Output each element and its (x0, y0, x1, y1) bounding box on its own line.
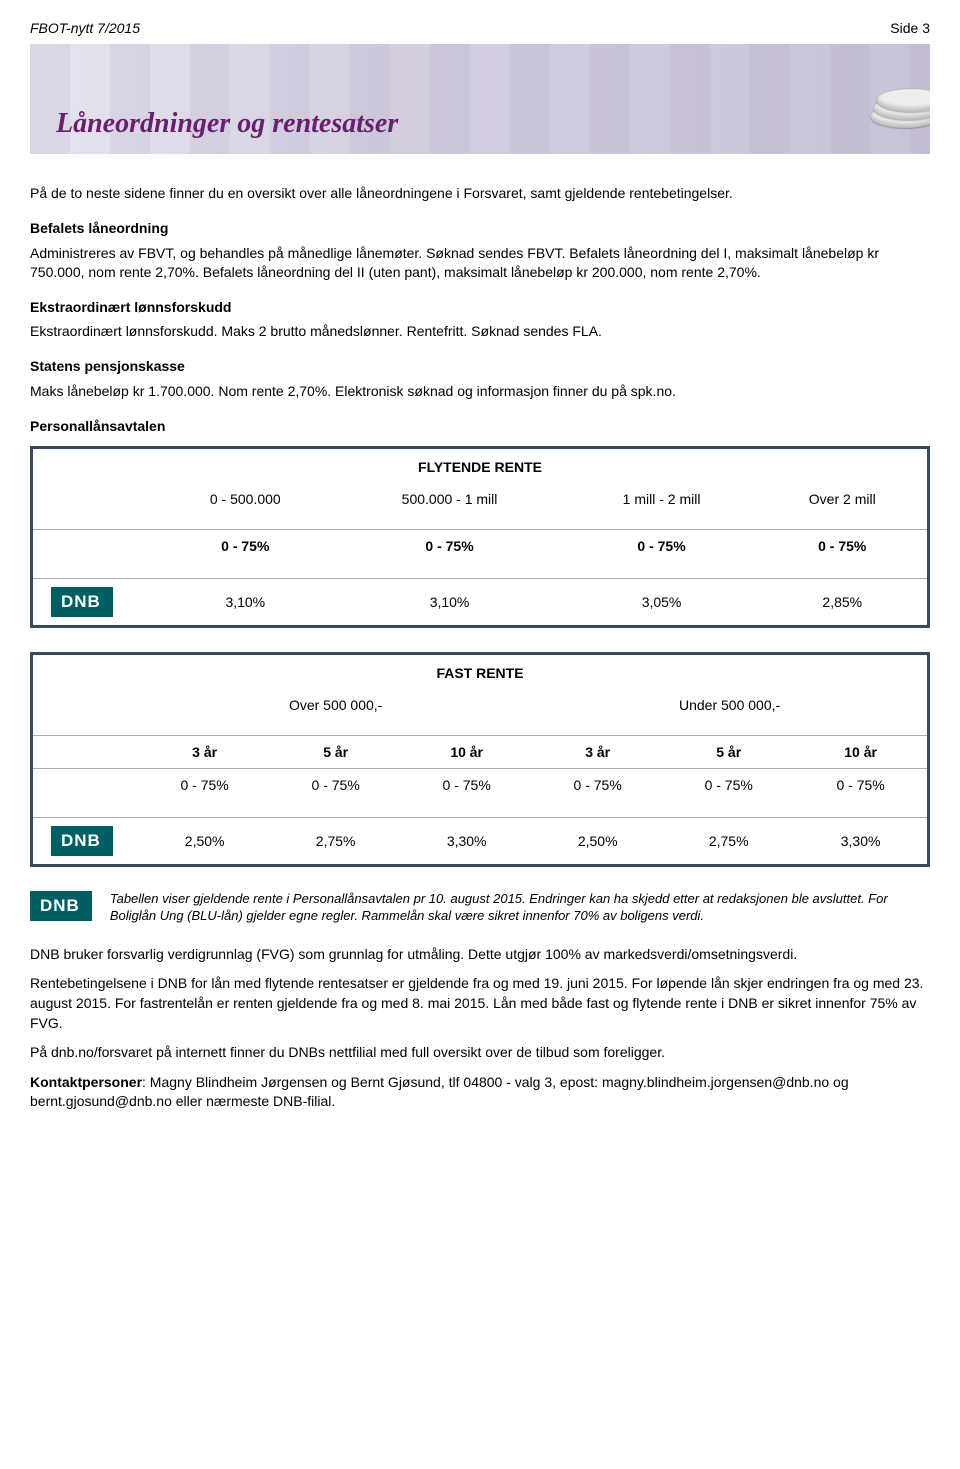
page-header: FBOT-nytt 7/2015 Side 3 (30, 20, 930, 36)
flytende-ltv-2: 0 - 75% (566, 530, 758, 563)
fast-rate-0: 2,50% (139, 818, 270, 866)
fast-term-5: 10 år (794, 736, 928, 769)
fast-rate-3: 2,50% (532, 818, 663, 866)
contact-label: Kontaktpersoner (30, 1074, 142, 1090)
fast-term-4: 5 år (663, 736, 794, 769)
footnote: DNB Tabellen viser gjeldende rente i Per… (30, 891, 930, 925)
fast-term-3: 3 år (532, 736, 663, 769)
bottom-p1: DNB bruker forsvarlig verdigrunnlag (FVG… (30, 945, 930, 965)
flytende-rate-0: 3,10% (157, 579, 333, 627)
banner-title: Låneordninger og rentesatser (56, 108, 398, 140)
fast-rate-2: 3,30% (401, 818, 532, 866)
intro-text: På de to neste sidene finner du en overs… (30, 184, 930, 203)
bottom-text: DNB bruker forsvarlig verdigrunnlag (FVG… (30, 945, 930, 1112)
content-body: På de to neste sidene finner du en overs… (30, 184, 930, 436)
flytende-rate-3: 2,85% (758, 579, 929, 627)
flytende-range-0: 0 - 500.000 (157, 485, 333, 513)
flytende-range-3: Over 2 mill (758, 485, 929, 513)
dnb-logo: DNB (30, 891, 92, 921)
section-ekstra-title: Ekstraordinært lønnsforskudd (30, 298, 930, 317)
fast-ltv-0: 0 - 75% (139, 769, 270, 802)
section-befalets-title: Befalets låneordning (30, 219, 930, 238)
section-personal-title: Personallånsavtalen (30, 417, 930, 436)
fast-ltv-5: 0 - 75% (794, 769, 928, 802)
flytende-range-1: 500.000 - 1 mill (334, 485, 566, 513)
header-left: FBOT-nytt 7/2015 (30, 20, 140, 36)
fast-table: FAST RENTE Over 500 000,- Under 500 000,… (30, 652, 930, 867)
fast-title: FAST RENTE (32, 654, 929, 692)
contact-text: : Magny Blindheim Jørgensen og Bernt Gjø… (30, 1074, 849, 1110)
dnb-logo: DNB (51, 826, 113, 856)
flytende-ltv-1: 0 - 75% (334, 530, 566, 563)
fast-ltv-4: 0 - 75% (663, 769, 794, 802)
fast-ltv-3: 0 - 75% (532, 769, 663, 802)
section-befalets-text: Administreres av FBVT, og behandles på m… (30, 244, 930, 282)
fast-term-0: 3 år (139, 736, 270, 769)
flytende-ltv-3: 0 - 75% (758, 530, 929, 563)
fast-rate-4: 2,75% (663, 818, 794, 866)
bottom-p3: På dnb.no/forsvaret på internett finner … (30, 1043, 930, 1063)
fast-ltv-1: 0 - 75% (270, 769, 401, 802)
flytende-table: FLYTENDE RENTE 0 - 500.000 500.000 - 1 m… (30, 446, 930, 628)
flytende-rate-1: 3,10% (334, 579, 566, 627)
fast-rate-1: 2,75% (270, 818, 401, 866)
section-spk-text: Maks lånebeløp kr 1.700.000. Nom rente 2… (30, 382, 930, 401)
banner: Låneordninger og rentesatser (30, 44, 930, 154)
bottom-p2: Rentebetingelsene i DNB for lån med flyt… (30, 974, 930, 1033)
fast-term-1: 5 år (270, 736, 401, 769)
fast-ltv-2: 0 - 75% (401, 769, 532, 802)
fast-group-1: Over 500 000,- (139, 691, 532, 719)
flytende-title: FLYTENDE RENTE (32, 448, 929, 486)
footnote-text: Tabellen viser gjeldende rente i Persona… (110, 891, 930, 925)
flytende-rate-2: 3,05% (566, 579, 758, 627)
flytende-ltv-0: 0 - 75% (157, 530, 333, 563)
bottom-p4: Kontaktpersoner: Magny Blindheim Jørgens… (30, 1073, 930, 1112)
fast-rate-5: 3,30% (794, 818, 928, 866)
section-spk-title: Statens pensjonskasse (30, 357, 930, 376)
header-right: Side 3 (890, 20, 930, 36)
fast-group-2: Under 500 000,- (532, 691, 928, 719)
dnb-logo: DNB (51, 587, 113, 617)
fast-term-2: 10 år (401, 736, 532, 769)
flytende-range-2: 1 mill - 2 mill (566, 485, 758, 513)
section-ekstra-text: Ekstraordinært lønnsforskudd. Maks 2 bru… (30, 322, 930, 341)
